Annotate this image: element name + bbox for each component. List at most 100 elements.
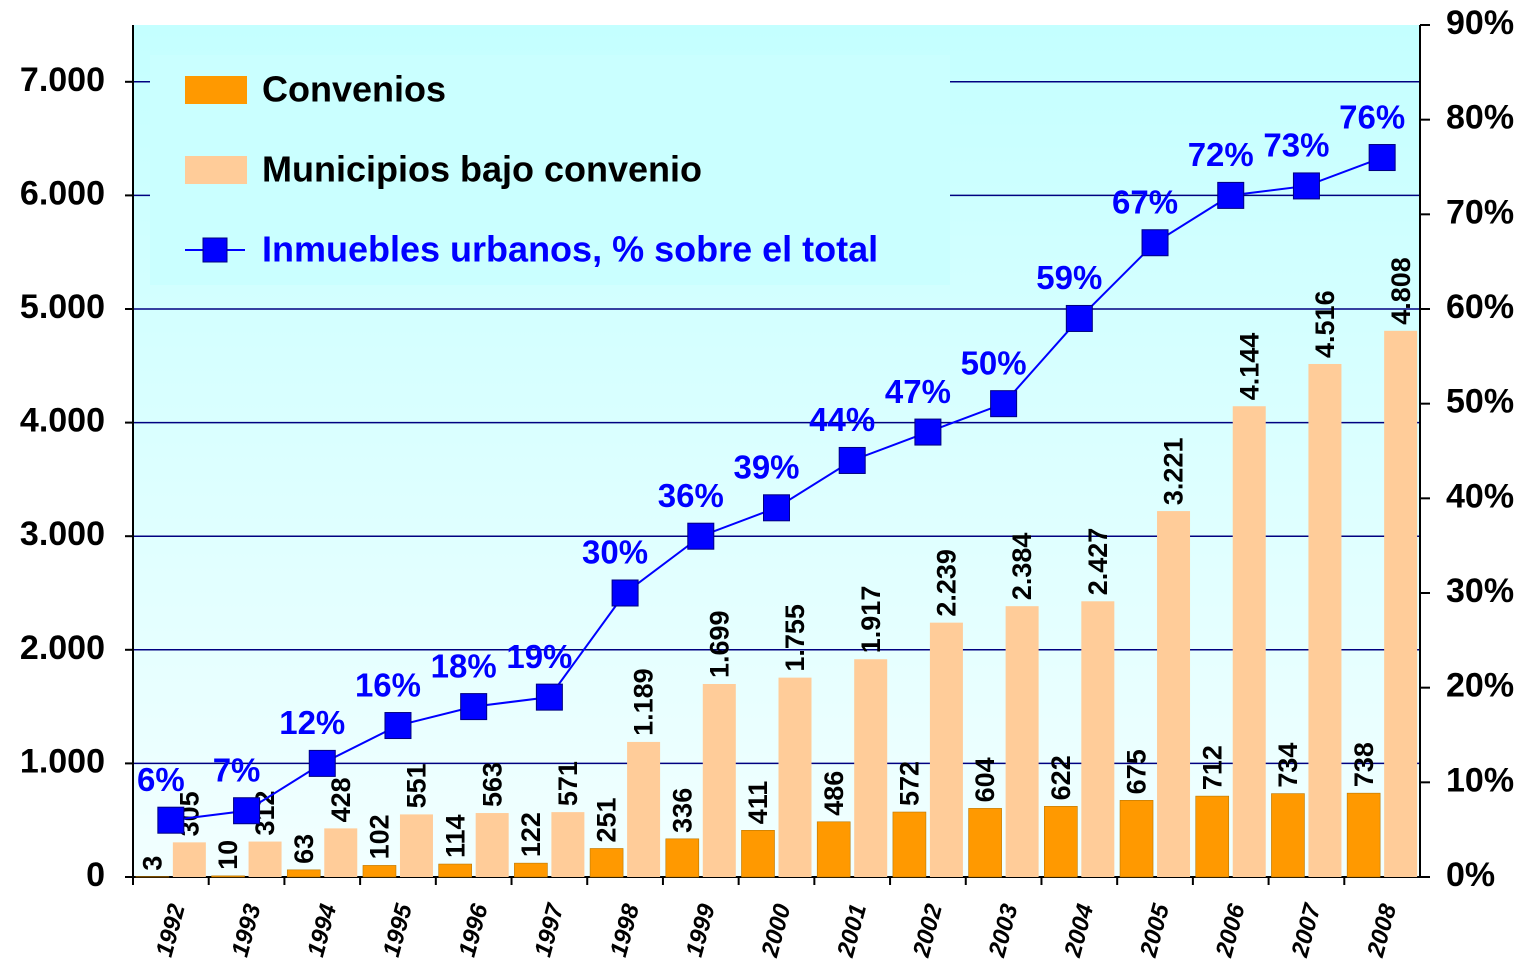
bar bbox=[1195, 795, 1230, 878]
bar-value-label: 738 bbox=[1349, 742, 1379, 787]
y2-tick-label: 70% bbox=[1446, 193, 1514, 231]
x-tick-label: 1992 bbox=[151, 901, 191, 960]
y2-tick-label: 80% bbox=[1446, 99, 1514, 137]
bar-value-label: 2.239 bbox=[932, 549, 962, 617]
line-value-label: 18% bbox=[431, 647, 497, 684]
y-tick-label: 1.000 bbox=[20, 742, 105, 780]
bar-value-label: 551 bbox=[402, 763, 432, 808]
legend-label: Municipios bajo convenio bbox=[262, 149, 702, 190]
bar bbox=[514, 862, 548, 878]
y2-tick-label: 90% bbox=[1446, 4, 1514, 42]
line-value-label: 16% bbox=[355, 666, 421, 703]
legend-marker bbox=[202, 237, 228, 263]
bar bbox=[438, 863, 472, 878]
legend-swatch bbox=[185, 76, 247, 104]
x-tick-label: 1998 bbox=[605, 901, 645, 960]
y-tick-label: 3.000 bbox=[20, 515, 105, 553]
bar-value-label: 1.917 bbox=[856, 586, 886, 654]
bar-value-label: 63 bbox=[289, 834, 319, 864]
bar bbox=[248, 841, 282, 877]
line-marker bbox=[990, 390, 1018, 418]
line-marker bbox=[914, 418, 942, 446]
legend-label: Convenios bbox=[262, 69, 446, 110]
x-tick-label: 1994 bbox=[302, 901, 342, 960]
y-tick-label: 4.000 bbox=[20, 402, 105, 440]
bar bbox=[741, 830, 775, 878]
bar-value-label: 3.221 bbox=[1159, 438, 1189, 506]
legend-box bbox=[150, 55, 950, 285]
bar-value-label: 734 bbox=[1273, 743, 1303, 788]
x-tick-label: 1999 bbox=[681, 901, 721, 960]
x-tick-label: 1993 bbox=[227, 901, 267, 960]
y-tick-label: 0 bbox=[86, 856, 105, 894]
x-tick-label: 1997 bbox=[529, 900, 569, 960]
line-marker bbox=[611, 579, 639, 607]
line-marker bbox=[1065, 304, 1093, 332]
bar bbox=[362, 865, 397, 878]
line-value-label: 19% bbox=[506, 638, 572, 675]
bar-value-label: 428 bbox=[326, 777, 356, 822]
line-marker bbox=[1368, 144, 1396, 172]
y2-tick-label: 60% bbox=[1446, 288, 1514, 326]
bar-value-label: 572 bbox=[895, 761, 925, 806]
bar-value-label: 4.144 bbox=[1234, 333, 1264, 401]
bar bbox=[399, 814, 433, 877]
y2-tick-label: 50% bbox=[1446, 383, 1514, 421]
bar bbox=[929, 622, 963, 877]
bar-value-label: 675 bbox=[1122, 749, 1152, 794]
bar-value-label: 2.384 bbox=[1007, 533, 1037, 601]
y2-tick-label: 30% bbox=[1446, 572, 1514, 610]
y2-tick-label: 40% bbox=[1446, 477, 1514, 515]
bar-value-label: 122 bbox=[516, 812, 546, 857]
line-marker bbox=[233, 797, 261, 825]
y2-tick-label: 20% bbox=[1446, 667, 1514, 705]
bar-value-label: 604 bbox=[970, 757, 1000, 802]
bar bbox=[1308, 363, 1342, 877]
bar bbox=[286, 869, 321, 878]
line-value-label: 76% bbox=[1339, 98, 1405, 135]
x-tick-label: 2000 bbox=[756, 901, 796, 961]
bar bbox=[778, 677, 812, 877]
bar bbox=[627, 741, 661, 877]
line-value-label: 7% bbox=[213, 751, 261, 788]
line-marker bbox=[535, 683, 563, 711]
line-marker bbox=[384, 712, 412, 740]
bar bbox=[324, 828, 358, 877]
line-value-label: 47% bbox=[885, 373, 951, 410]
bar bbox=[1005, 606, 1039, 877]
bar bbox=[1157, 511, 1191, 877]
bar bbox=[1119, 800, 1154, 878]
bar bbox=[968, 808, 1002, 878]
line-value-label: 36% bbox=[658, 477, 724, 514]
bar-value-label: 102 bbox=[365, 814, 395, 859]
x-tick-label: 2008 bbox=[1362, 901, 1402, 961]
x-tick-label: 2007 bbox=[1286, 900, 1327, 961]
line-marker bbox=[308, 749, 336, 777]
legend: Convenios Municipios bajo convenio Inmuebl… bbox=[150, 55, 950, 285]
x-tick-label: 1996 bbox=[454, 901, 494, 960]
line-value-label: 73% bbox=[1263, 127, 1329, 164]
legend-label: Inmuebles urbanos, % sobre el total bbox=[262, 229, 878, 270]
bar bbox=[172, 842, 206, 877]
bar-value-label: 4.808 bbox=[1386, 257, 1416, 325]
line-value-label: 72% bbox=[1188, 136, 1254, 173]
bar-value-label: 411 bbox=[743, 781, 773, 825]
y-tick-label: 2.000 bbox=[20, 629, 105, 667]
bar-value-label: 1.189 bbox=[629, 668, 659, 736]
bar-value-label: 4.516 bbox=[1310, 290, 1340, 358]
bar-value-label: 712 bbox=[1197, 745, 1227, 790]
bar bbox=[551, 812, 585, 877]
bar bbox=[854, 659, 888, 877]
x-tick-label: 2006 bbox=[1211, 901, 1251, 961]
bar bbox=[589, 848, 624, 878]
line-marker bbox=[838, 446, 866, 474]
legend-swatch bbox=[185, 156, 247, 184]
line-value-label: 59% bbox=[1036, 259, 1102, 296]
line-marker bbox=[157, 806, 185, 834]
x-tick-label: 1995 bbox=[378, 901, 418, 960]
x-tick-label: 2003 bbox=[983, 901, 1023, 961]
bar bbox=[1081, 601, 1115, 877]
bar-value-label: 563 bbox=[477, 762, 507, 807]
